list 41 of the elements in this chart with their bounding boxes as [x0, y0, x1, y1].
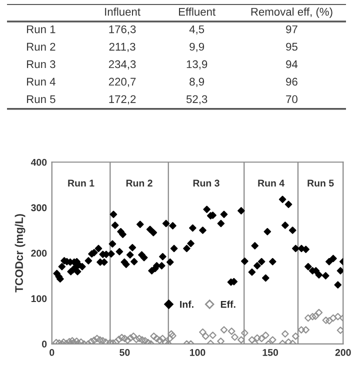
- text: 96: [286, 78, 298, 86]
- y-tick-label: 200: [31, 250, 47, 257]
- category-label: Influent: [105, 8, 140, 16]
- y-tick-label: 0: [42, 340, 47, 348]
- text: 234,3: [108, 60, 136, 70]
- x-tick-label: 0: [50, 349, 54, 356]
- text: Run 4: [27, 78, 56, 86]
- annotation: Run 2: [126, 180, 152, 187]
- text: Run 3: [27, 60, 56, 68]
- text: 70: [286, 95, 298, 104]
- annotation: Run 3: [193, 180, 220, 187]
- text: 176,3: [109, 25, 136, 35]
- legend-label: Inf.: [180, 300, 194, 308]
- text: 220,7: [108, 78, 136, 87]
- text: 9,9: [190, 42, 204, 52]
- text: 172,2: [109, 95, 136, 104]
- annotation: Run 4: [258, 180, 284, 187]
- x-tick-label: 200: [335, 349, 351, 356]
- annotation: Run 1: [68, 180, 94, 187]
- x-tick-label: 150: [262, 349, 278, 356]
- text: 97: [286, 25, 298, 34]
- text: 8,9: [190, 78, 204, 87]
- text: 211,3: [109, 42, 136, 52]
- text: 4,5: [189, 25, 204, 35]
- legend-label: Eff.: [220, 300, 236, 308]
- annotation: Run 5: [308, 180, 334, 187]
- y-axis-title: TCODcr (mg/L): [14, 214, 26, 292]
- x-tick-label: 50: [120, 349, 130, 356]
- text: 95: [286, 42, 298, 51]
- y-tick-label: 400: [30, 158, 47, 166]
- y-tick-label: 100: [31, 295, 47, 302]
- category-label: Removal eff, (%): [251, 8, 332, 18]
- text: Run 2: [27, 42, 56, 51]
- category-label: Effluent: [179, 8, 216, 16]
- y-tick-label: 300: [31, 204, 47, 212]
- text: 13,9: [186, 60, 208, 70]
- x-tick-label: 100: [190, 349, 206, 356]
- text: 94: [286, 60, 298, 68]
- text: Run 5: [27, 95, 56, 104]
- text: Run 1: [27, 25, 56, 34]
- text: 52,3: [186, 95, 208, 104]
